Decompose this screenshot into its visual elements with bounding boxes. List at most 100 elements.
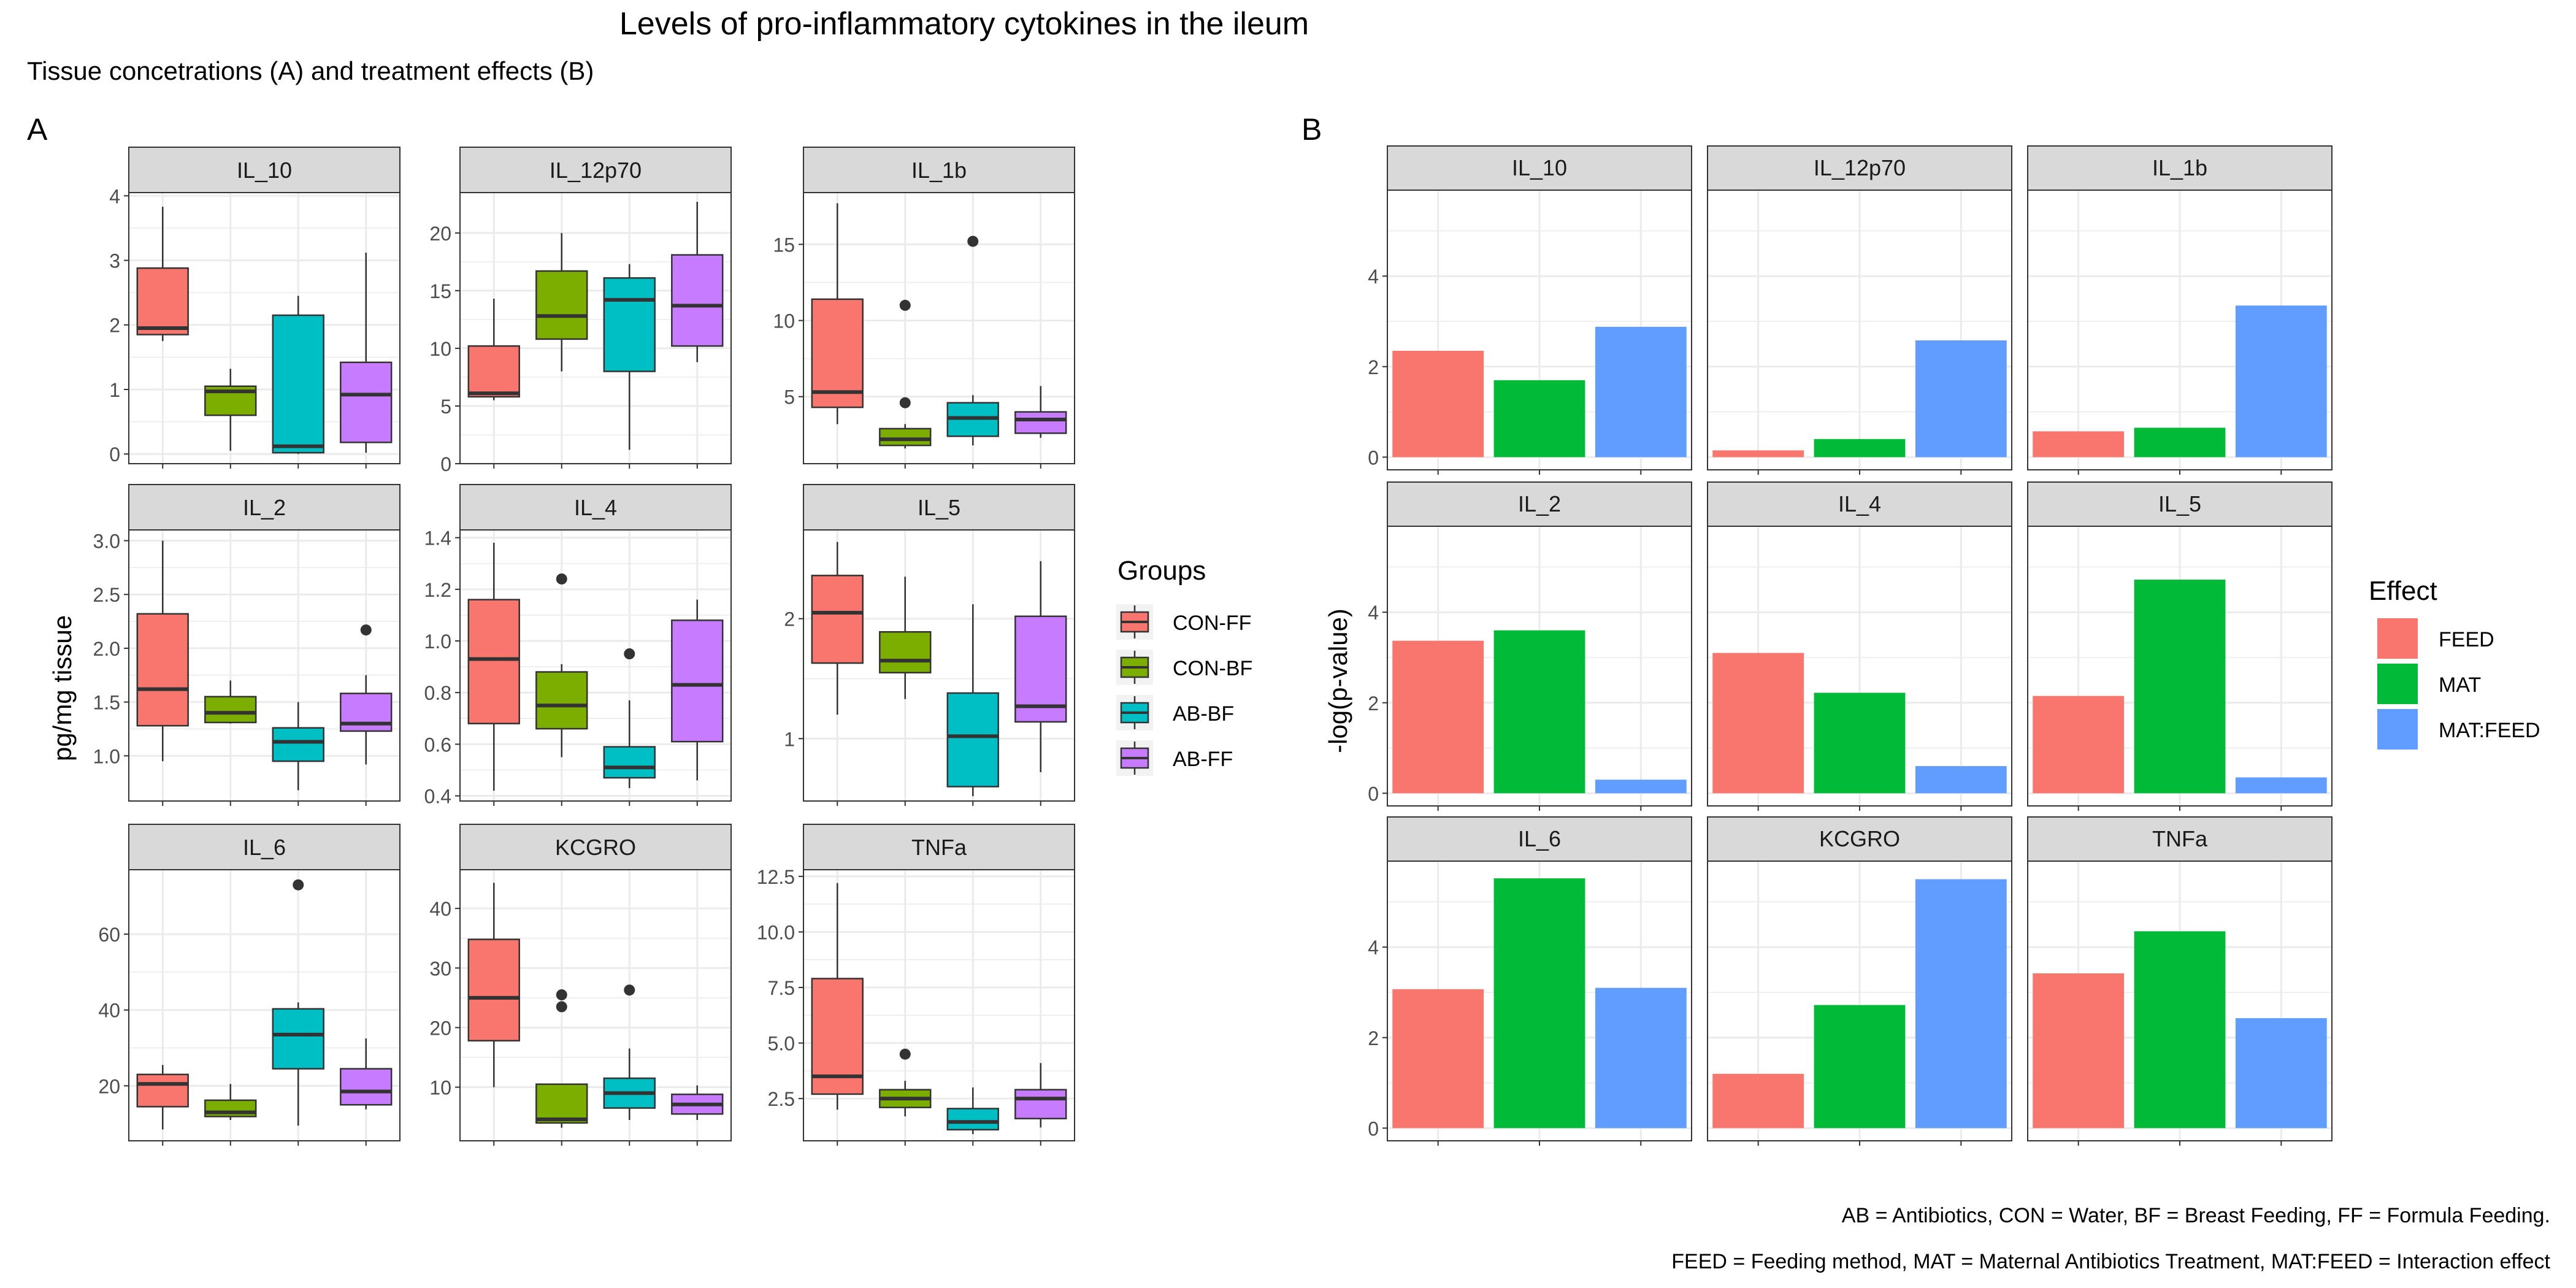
panel-border <box>1387 861 1692 1141</box>
facet-strip <box>803 147 1075 193</box>
box-con-ff <box>811 203 864 424</box>
y-tick-label: 2 <box>784 608 795 631</box>
facet-il_12p70: IL_12p70 <box>1707 145 2012 475</box>
y-tick-label: 0 <box>1368 783 1379 805</box>
box-ab-bf <box>272 702 324 791</box>
y-tick-label: 10 <box>429 338 451 360</box>
y-tick-label: 20 <box>429 1017 451 1039</box>
y-tick-label: 7.5 <box>768 977 795 999</box>
box-iqr <box>467 599 520 724</box>
y-tick-label: 0.8 <box>424 682 451 704</box>
box-iqr <box>204 696 257 724</box>
box-ab-ff <box>340 1038 393 1110</box>
box-con-bf <box>535 573 588 757</box>
facet-strip-label: IL_4 <box>574 495 617 520</box>
bar-mat <box>2134 427 2226 458</box>
panel-border <box>2027 861 2333 1141</box>
facet-strip <box>1707 145 2012 191</box>
box-ab-bf <box>272 296 324 454</box>
bar-mat-feed <box>1595 987 1687 1129</box>
panel-a-tag: A <box>27 112 48 147</box>
facet-strip-label: KCGRO <box>555 835 636 860</box>
y-tick-label: 1.0 <box>424 631 451 653</box>
panel-border <box>1707 861 2012 1141</box>
legend-key-swatch <box>2377 709 2418 749</box>
box-ab-ff <box>1014 386 1067 438</box>
box-iqr <box>946 692 999 788</box>
box-con-ff <box>136 207 189 342</box>
y-tick-label: 0 <box>109 443 120 466</box>
legend-key-label: MAT <box>2439 673 2481 697</box>
y-tick-label: 10.0 <box>757 921 795 943</box>
y-tick-label: 1.4 <box>424 527 451 550</box>
legend-key-con-bf: CON-BF <box>1116 650 1252 685</box>
box-ab-bf <box>603 984 656 1120</box>
facet-strip-label: IL_6 <box>243 835 286 860</box>
bar-mat-feed <box>1595 326 1687 458</box>
box-iqr <box>272 314 324 454</box>
outlier-point <box>624 648 635 660</box>
facet-strip-label: KCGRO <box>1819 826 1900 851</box>
y-tick-label: 10 <box>773 310 795 332</box>
y-tick-label: 1 <box>109 379 120 401</box>
caption-line-1: AB = Antibiotics, CON = Water, BF = Brea… <box>1842 1204 2550 1227</box>
legend-effect-title: Effect <box>2369 576 2437 606</box>
legend-key-feed: FEED <box>2377 618 2494 659</box>
facet-strip <box>1387 816 1692 862</box>
box-con-ff <box>811 542 864 715</box>
facet-strip-label: TNFa <box>2152 826 2208 851</box>
box-ab-ff <box>340 624 393 765</box>
y-tick-label: 3 <box>109 250 120 272</box>
bar-mat <box>1493 878 1585 1129</box>
outlier-point <box>360 624 372 636</box>
box-con-ff <box>467 299 520 401</box>
box-iqr <box>136 1073 189 1108</box>
y-tick-label: 0.4 <box>424 786 451 808</box>
box-iqr <box>603 746 656 779</box>
y-tick-label: 30 <box>429 957 451 979</box>
box-ab-bf <box>946 1087 999 1135</box>
facet-il_6: IL_6 20 40 60 <box>98 824 401 1146</box>
box-iqr <box>603 277 656 372</box>
panel-border <box>128 192 401 464</box>
box-con-bf <box>535 989 588 1128</box>
y-tick-label: 2 <box>109 315 120 337</box>
facet-strip <box>803 824 1075 870</box>
y-tick-label: 0 <box>1368 1117 1379 1140</box>
outlier-point <box>967 236 979 247</box>
bar-mat-feed <box>2235 1018 2327 1129</box>
bar-mat <box>1814 1005 1906 1129</box>
facet-strip-label: IL_6 <box>1518 826 1561 851</box>
bar-mat <box>2134 931 2226 1129</box>
box-con-ff <box>136 1065 189 1130</box>
y-tick-label: 40 <box>429 898 451 920</box>
bar-mat-feed <box>1915 879 2007 1129</box>
panel-border <box>803 869 1075 1141</box>
facet-il_6: IL_6 0 2 4 <box>1368 816 1692 1146</box>
facet-il_10: IL_10 0 1 2 3 4 <box>109 147 401 469</box>
legend-key-ab-bf: AB-BF <box>1116 695 1234 730</box>
box-iqr <box>946 1108 999 1131</box>
box-con-bf <box>204 1084 257 1120</box>
box-con-ff <box>811 883 864 1110</box>
box-con-bf <box>204 369 257 451</box>
facet-il_2: IL_2 1.0 1.5 2.0 2.5 3.0 <box>93 484 401 806</box>
y-tick-label: 0.6 <box>424 734 451 756</box>
box-con-bf <box>879 299 932 449</box>
bar-feed <box>1392 640 1484 794</box>
facet-strip <box>2027 481 2333 527</box>
figure-subtitle: Tissue concetrations (A) and treatment e… <box>27 56 594 85</box>
box-iqr <box>467 938 520 1042</box>
box-con-bf <box>879 1048 932 1117</box>
bar-mat <box>1493 630 1585 794</box>
bar-mat <box>1814 439 1906 458</box>
y-tick-label: 4 <box>1368 937 1379 959</box>
box-iqr <box>879 631 932 673</box>
panel-b-ylabel: -log(p-value) <box>1324 608 1352 753</box>
facet-strip-label: TNFa <box>911 835 967 860</box>
outlier-point <box>624 984 635 996</box>
bar-mat-feed <box>2235 777 2327 794</box>
legend-key-label: MAT:FEED <box>2439 719 2540 742</box>
panel-border <box>1707 190 2012 470</box>
y-tick-label: 2.5 <box>768 1088 795 1110</box>
